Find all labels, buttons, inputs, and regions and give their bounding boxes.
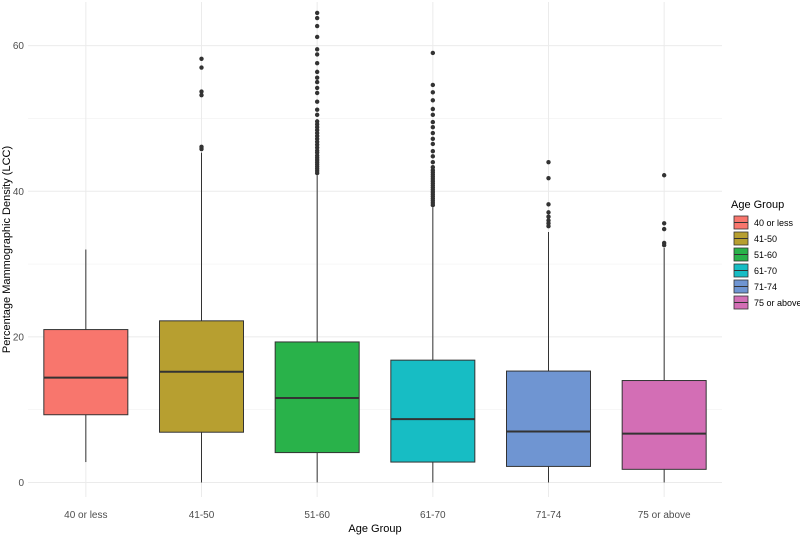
- outlier-point: [314, 34, 320, 40]
- outlier-point: [430, 159, 436, 165]
- x-axis-ticks: 40 or less 41-50 51-60 61-70 71-74 75 or abov…: [64, 510, 691, 521]
- legend-item: 41-50: [733, 231, 777, 246]
- x-axis-title: Age Group: [348, 523, 401, 535]
- outlier-point: [314, 79, 320, 85]
- outlier-point: [430, 149, 436, 154]
- outlier-point: [314, 23, 320, 29]
- outlier-point: [314, 52, 320, 57]
- outlier-point: [430, 90, 436, 95]
- legend-item: 75 or above: [733, 295, 800, 310]
- outlier-point: [314, 112, 320, 118]
- outlier-point: [199, 56, 204, 61]
- outlier-point: [430, 106, 436, 112]
- outlier-point: [546, 175, 551, 181]
- box-51-60: [274, 10, 360, 483]
- x-tick-label: 71-74: [536, 510, 562, 521]
- outlier-point: [546, 210, 551, 215]
- box-75-or-above: [621, 173, 707, 483]
- outlier-point: [314, 60, 320, 66]
- legend-item: 40 or less: [733, 215, 794, 230]
- outlier-point: [430, 125, 436, 130]
- outlier-point: [314, 90, 320, 96]
- outlier-point: [661, 173, 667, 178]
- outlier-point: [661, 226, 667, 232]
- outlier-point: [314, 47, 320, 52]
- box-41-50: [159, 56, 244, 483]
- outlier-point: [430, 154, 436, 159]
- y-axis-title: Percentage Mammographic Density (LCC): [1, 146, 13, 353]
- x-tick-label: 40 or less: [64, 510, 107, 521]
- outlier-point: [314, 15, 320, 21]
- legend-item: 51-60: [733, 247, 777, 262]
- y-tick-label: 40: [13, 187, 25, 198]
- outlier-point: [430, 119, 436, 125]
- y-tick-label: 20: [13, 332, 25, 343]
- legend-item: 61-70: [733, 263, 777, 278]
- legend-item: 71-74: [733, 279, 777, 294]
- outlier-point: [430, 98, 436, 103]
- legend-label: 51-60: [754, 250, 777, 260]
- box-61-70: [390, 50, 476, 483]
- box-body: [621, 380, 707, 470]
- x-tick-label: 75 or above: [638, 510, 691, 521]
- outlier-point: [430, 165, 436, 170]
- legend-label: 40 or less: [754, 218, 794, 228]
- y-tick-label: 60: [13, 41, 25, 52]
- outlier-point: [661, 221, 667, 226]
- legend: Age Group 40 or less 41-50 51-60 61-70 71-74…: [731, 199, 800, 310]
- outlier-point: [314, 119, 320, 124]
- box-body: [506, 370, 591, 467]
- outlier-point: [430, 141, 436, 147]
- box-40-or-less: [43, 249, 129, 463]
- outlier-point: [314, 10, 320, 16]
- x-tick-label: 51-60: [304, 510, 330, 521]
- outlier-point: [430, 112, 436, 118]
- x-tick-label: 41-50: [189, 510, 215, 521]
- outlier-point: [546, 159, 551, 165]
- outlier-point: [430, 50, 436, 56]
- legend-title: Age Group: [731, 199, 784, 211]
- legend-label: 41-50: [754, 234, 777, 244]
- box-71-74: [506, 159, 591, 483]
- outlier-point: [314, 85, 320, 91]
- outlier-point: [430, 130, 436, 136]
- outlier-point: [314, 107, 320, 112]
- x-tick-label: 61-70: [420, 510, 446, 521]
- boxes: [43, 10, 707, 483]
- grid: [28, 2, 722, 497]
- outlier-point: [314, 75, 320, 80]
- box-body: [43, 329, 129, 416]
- box-body: [159, 320, 244, 433]
- legend-label: 61-70: [754, 266, 777, 276]
- outlier-point: [661, 240, 667, 246]
- legend-label: 75 or above: [754, 298, 800, 308]
- outlier-point: [199, 65, 204, 70]
- outlier-point: [546, 214, 551, 219]
- outlier-point: [199, 144, 204, 150]
- outlier-point: [430, 82, 436, 88]
- outlier-point: [314, 69, 320, 75]
- outlier-point: [546, 218, 551, 223]
- outlier-point: [314, 99, 320, 104]
- outlier-point: [546, 202, 551, 207]
- outlier-point: [430, 136, 436, 142]
- y-tick-label: 0: [18, 478, 24, 489]
- outlier-point: [199, 92, 204, 98]
- legend-label: 71-74: [754, 282, 777, 292]
- y-axis-ticks: 0 20 40 60: [13, 41, 25, 489]
- box-body: [390, 359, 476, 463]
- outlier-point: [199, 89, 204, 94]
